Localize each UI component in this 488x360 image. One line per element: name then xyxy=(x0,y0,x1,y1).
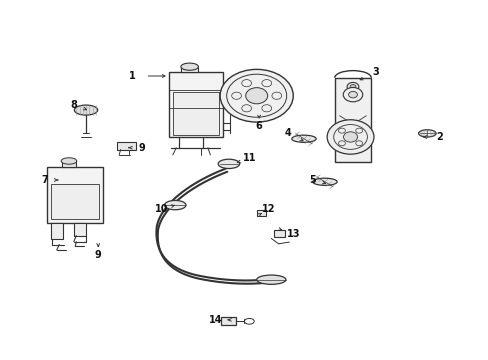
Text: 2: 2 xyxy=(435,132,442,142)
Ellipse shape xyxy=(348,91,357,98)
Bar xyxy=(334,78,370,162)
Text: 8: 8 xyxy=(70,100,77,110)
Ellipse shape xyxy=(256,275,285,284)
Text: 14: 14 xyxy=(208,315,222,325)
Ellipse shape xyxy=(349,85,355,89)
Ellipse shape xyxy=(74,105,98,115)
Ellipse shape xyxy=(220,69,293,122)
Bar xyxy=(74,223,86,235)
Bar xyxy=(117,141,136,149)
Ellipse shape xyxy=(164,201,185,210)
Text: 10: 10 xyxy=(155,204,168,214)
Ellipse shape xyxy=(61,158,77,164)
Text: 5: 5 xyxy=(309,175,316,185)
Text: 13: 13 xyxy=(286,229,300,239)
Ellipse shape xyxy=(218,159,239,168)
Text: 6: 6 xyxy=(255,121,262,131)
Bar xyxy=(47,167,103,223)
Text: 12: 12 xyxy=(262,204,275,214)
Bar xyxy=(273,230,285,237)
Text: 9: 9 xyxy=(139,143,145,153)
Bar xyxy=(256,211,266,216)
Text: 11: 11 xyxy=(242,153,256,163)
Text: 9: 9 xyxy=(95,250,102,260)
Ellipse shape xyxy=(181,63,198,70)
Ellipse shape xyxy=(343,132,357,142)
Ellipse shape xyxy=(312,178,336,185)
Ellipse shape xyxy=(418,130,435,137)
Bar xyxy=(51,223,63,239)
Bar xyxy=(181,67,198,72)
Ellipse shape xyxy=(245,87,267,104)
Ellipse shape xyxy=(291,135,316,142)
Text: 4: 4 xyxy=(285,129,291,138)
Bar xyxy=(51,184,99,220)
Ellipse shape xyxy=(343,87,362,102)
Bar xyxy=(168,72,222,137)
Text: 3: 3 xyxy=(372,67,379,77)
Bar xyxy=(61,161,76,167)
Ellipse shape xyxy=(326,120,373,154)
Text: 1: 1 xyxy=(129,71,136,81)
Bar xyxy=(221,318,235,325)
Text: 7: 7 xyxy=(41,175,48,185)
Bar xyxy=(172,92,218,135)
